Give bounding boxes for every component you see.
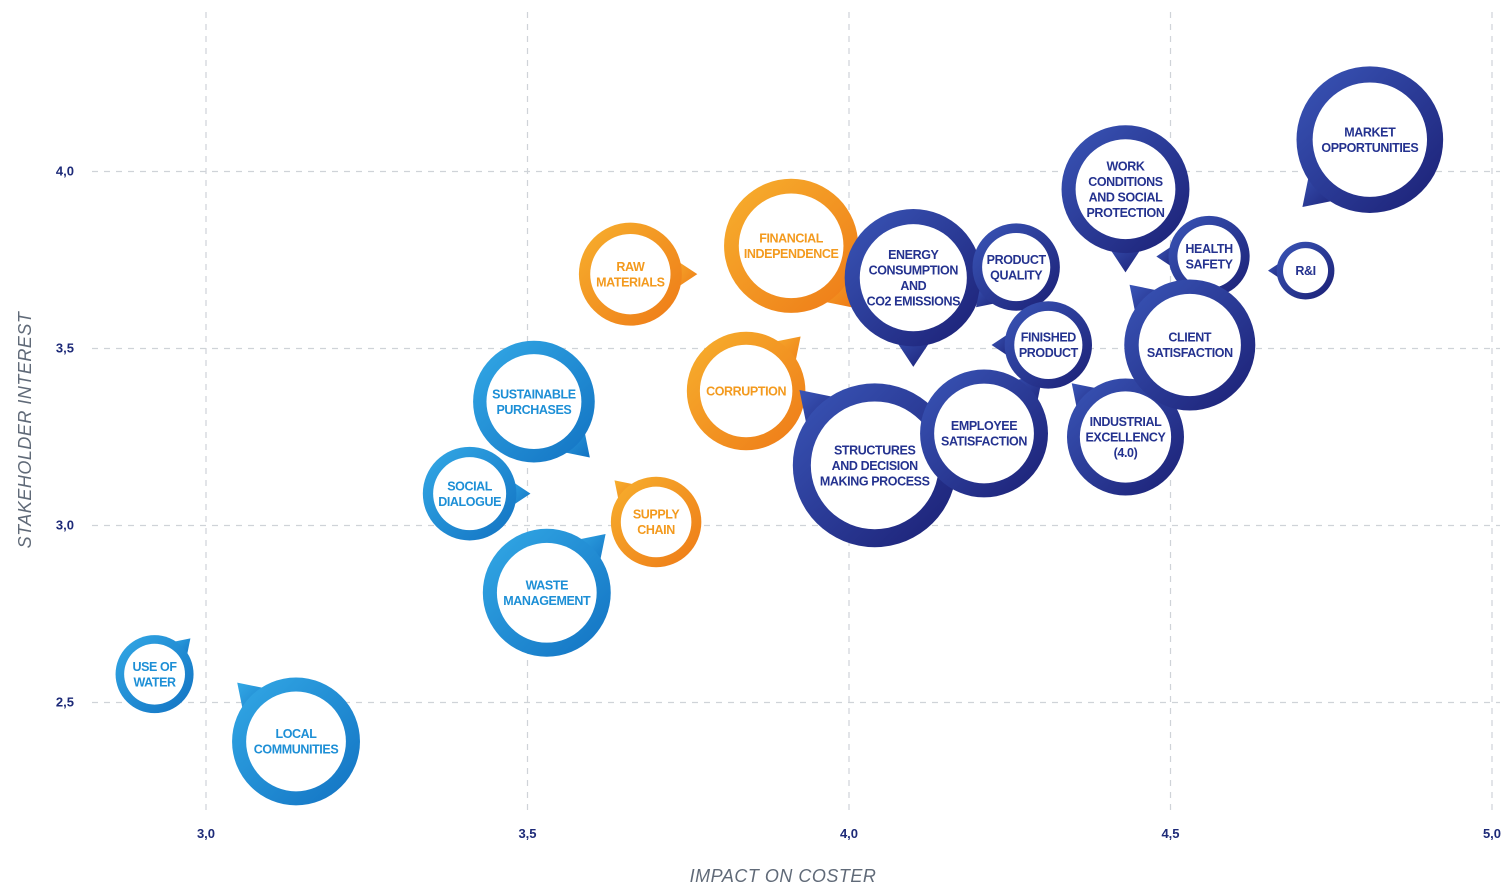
- x-tick-label: 5,0: [1483, 826, 1501, 841]
- bubble: CORRUPTION: [686, 331, 806, 451]
- bubble-label: SATISFACTION: [1147, 346, 1233, 360]
- y-tick-label: 3,0: [56, 518, 74, 533]
- bubble-label: ENERGY: [888, 248, 939, 262]
- bubble-label: PURCHASES: [496, 403, 571, 417]
- bubble: R&I: [1268, 241, 1335, 300]
- bubble-label: USE OF: [132, 660, 177, 674]
- bubble: SOCIAL DIALOGUE: [422, 446, 531, 541]
- bubble-label: PROTECTION: [1087, 206, 1165, 220]
- bubble-center: [934, 383, 1034, 484]
- x-tick-label: 3,5: [518, 826, 536, 841]
- bubble-label: MARKET: [1344, 125, 1396, 139]
- bubble-label: CONSUMPTION: [869, 263, 959, 277]
- bubble-label: EMPLOYEE: [951, 419, 1017, 433]
- bubble-center: [699, 344, 793, 438]
- y-tick-label: 4,0: [56, 164, 74, 179]
- bubble-label: SAFETY: [1186, 258, 1234, 272]
- bubble-center: [1283, 248, 1329, 294]
- x-axis-title: IMPACT ON COSTER: [690, 866, 877, 886]
- bubble-center: [738, 193, 844, 299]
- bubble-label: SUSTAINABLE: [492, 387, 576, 401]
- bubble-label: CLIENT: [1168, 331, 1212, 345]
- bubble-label: AND: [900, 279, 926, 293]
- bubble: LOCAL COMMUNITIES: [232, 677, 360, 806]
- bubble-label: COMMUNITIES: [254, 743, 339, 757]
- bubble-center: [620, 486, 692, 558]
- bubble-center: [1079, 391, 1172, 483]
- bubble-label: AND DECISION: [832, 459, 919, 473]
- bubble-label: WORK: [1106, 159, 1144, 173]
- bubble-label: OPPORTUNITIES: [1321, 141, 1418, 155]
- bubble-label: CONDITIONS: [1088, 175, 1163, 189]
- bubble: HEALTH SAFETY: [1156, 215, 1250, 298]
- bubble-label: EXCELLENCY: [1085, 431, 1166, 445]
- bubble-label: SUPPLY: [633, 508, 681, 522]
- bubble-label: DIALOGUE: [438, 495, 501, 509]
- y-tick-label: 2,5: [56, 695, 74, 710]
- bubble-label: RAW: [616, 260, 645, 274]
- bubble-label: PRODUCT: [987, 253, 1047, 267]
- tick-labels: 3,0 3,5 4,0 4,5 5,0 2,5 3,0 3,5 4,0: [56, 164, 1501, 842]
- bubble-label: INDUSTRIAL: [1090, 415, 1162, 429]
- bubble-label: CO2 EMISSIONS: [867, 294, 960, 308]
- bubble-label: SATISFACTION: [941, 435, 1027, 449]
- bubble-label: MAKING PROCESS: [820, 474, 930, 488]
- bubble-center: [590, 234, 671, 315]
- y-axis-title: STAKEHOLDER INTEREST: [15, 310, 35, 548]
- bubble-center: [1177, 224, 1241, 289]
- bubble: SUSTAINABLE PURCHASES: [473, 340, 595, 463]
- bubble-center: [124, 643, 185, 705]
- bubble-center: [1014, 310, 1083, 380]
- bubble-label: WATER: [133, 675, 176, 689]
- bubble-label: (4.0): [1114, 446, 1138, 460]
- bubble: MARKET OPPORTUNITIES: [1296, 66, 1444, 213]
- bubble-label: FINANCIAL: [759, 232, 824, 246]
- bubble-label: QUALITY: [990, 268, 1043, 282]
- bubble-center: [246, 691, 346, 792]
- bubble-center: [982, 233, 1051, 302]
- x-tick-label: 4,5: [1161, 826, 1179, 841]
- bubble: INDUSTRIAL EXCELLENCY(4.0): [1066, 378, 1184, 496]
- bubble-label: CORRUPTION: [706, 384, 786, 398]
- bubble-label: MANAGEMENT: [503, 594, 591, 608]
- bubble-label: SOCIAL: [447, 479, 493, 493]
- bubble-label: STRUCTURES: [834, 443, 915, 457]
- x-tick-label: 3,0: [197, 826, 215, 841]
- bubble-label: WASTE: [526, 579, 569, 593]
- bubble-label: INDEPENDENCE: [744, 247, 839, 261]
- bubble-center: [496, 542, 597, 643]
- bubble-label: FINISHED: [1021, 331, 1077, 345]
- x-tick-label: 4,0: [840, 826, 858, 841]
- bubble-label: PRODUCT: [1019, 346, 1079, 360]
- bubble-label: LOCAL: [275, 727, 317, 741]
- bubble-label: R&I: [1295, 264, 1315, 278]
- bubble-center: [810, 401, 939, 530]
- bubble-center: [1312, 82, 1428, 197]
- bubble-label: MATERIALS: [596, 275, 664, 289]
- bubble-label: HEALTH: [1185, 242, 1233, 256]
- bubble-center: [859, 224, 967, 332]
- bubble-center: [1075, 139, 1176, 240]
- bubble-center: [433, 457, 507, 531]
- y-tick-label: 3,5: [56, 341, 74, 356]
- bubble-center: [1138, 293, 1241, 397]
- bubble-label: AND SOCIAL: [1089, 190, 1164, 204]
- bubble: EMPLOYEE SATISFACTION: [920, 369, 1048, 498]
- bubble-center: [486, 354, 582, 450]
- bubble-label: CHAIN: [637, 523, 675, 537]
